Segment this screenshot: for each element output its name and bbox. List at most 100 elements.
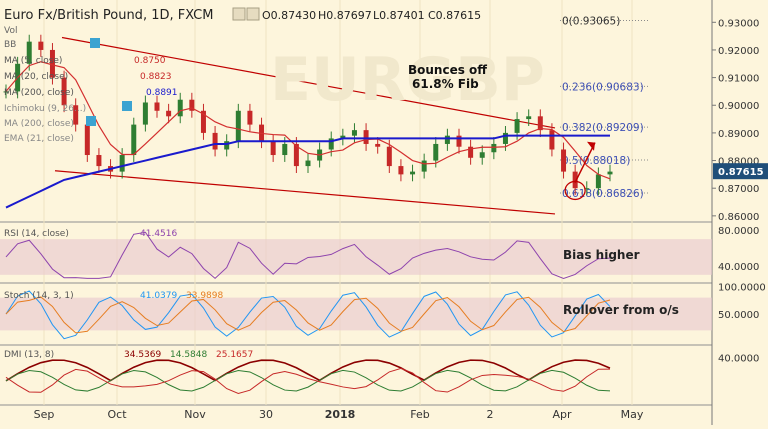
last-price-tag bbox=[713, 163, 768, 180]
candle-body bbox=[293, 143, 299, 167]
stoch-d-value: 33.9898 bbox=[186, 291, 223, 301]
candle-body bbox=[177, 99, 183, 117]
legend-vol[interactable]: Vol bbox=[4, 26, 17, 36]
price-axis-background bbox=[713, 0, 768, 425]
stoch-d-line bbox=[5, 296, 611, 334]
dmi-adx-line bbox=[5, 359, 611, 382]
dmi-tick-label: 40.0000 bbox=[718, 354, 759, 365]
ohlc-low: L0.87401 bbox=[373, 9, 425, 22]
eye-icon[interactable] bbox=[232, 7, 246, 21]
candle-body bbox=[549, 130, 555, 150]
time-tick-label: 30 bbox=[259, 408, 273, 421]
stoch-label[interactable]: Stoch (14, 3, 1) bbox=[4, 291, 74, 301]
candle-body bbox=[328, 138, 334, 150]
candle-body bbox=[561, 149, 567, 172]
stoch-k-value: 41.0379 bbox=[140, 291, 177, 301]
candle-body bbox=[26, 41, 32, 64]
annotation-bounce-line1: Bounces off bbox=[408, 63, 487, 77]
legend-ema21[interactable]: EMA (21, close) bbox=[4, 134, 74, 144]
legend-toggle-icon[interactable] bbox=[90, 38, 100, 48]
candle-body bbox=[421, 160, 427, 172]
price-panel: 0(0.93065) 0.236(0.90683) 0.382(0.89209) 0.… bbox=[3, 15, 650, 215]
candle-body bbox=[131, 124, 137, 156]
watermark: EURGBP bbox=[270, 45, 545, 115]
arrow-head bbox=[587, 141, 595, 151]
candle-body bbox=[410, 171, 416, 175]
legend-toggle-icon[interactable] bbox=[122, 101, 132, 111]
candle-body bbox=[584, 188, 590, 190]
legend-ma5-value: 0.8750 bbox=[134, 56, 166, 66]
candle-body bbox=[479, 152, 485, 158]
dmi-plus-line bbox=[5, 369, 611, 392]
candle-body bbox=[433, 143, 439, 161]
candle-body bbox=[73, 105, 79, 125]
ohlc-close: C0.87615 bbox=[428, 9, 481, 22]
candle-body bbox=[96, 155, 102, 167]
candle-body bbox=[38, 41, 44, 50]
price-axis[interactable]: 0.93000 0.92000 0.91000 0.90000 0.89000 0.880… bbox=[712, 0, 768, 425]
time-tick-label: Feb bbox=[410, 408, 429, 421]
time-tick-label: 2018 bbox=[325, 408, 356, 421]
legend-ma200[interactable]: MA (200, close) bbox=[4, 88, 74, 98]
legend-ichimoku[interactable]: Ichimoku (9, 26...) bbox=[4, 104, 86, 114]
candle-body bbox=[119, 155, 125, 172]
stoch-tick-label: 50.0000 bbox=[718, 310, 759, 321]
fib-level-label: 0.618(0.86826) bbox=[562, 188, 644, 200]
legend-ma200-value: 0.8891 bbox=[146, 88, 178, 98]
candle-body bbox=[607, 171, 613, 175]
candle-body bbox=[468, 146, 474, 158]
fib-level-label: 0.5(0.88018) bbox=[562, 155, 630, 167]
symbol-title: Euro Fx/British Pound, 1D, FXCM bbox=[4, 8, 213, 23]
candle-body bbox=[3, 91, 9, 93]
channel-upper-line bbox=[61, 36, 556, 129]
annotation-stoch: Rollover from o/s bbox=[563, 303, 679, 317]
price-tick-label: 0.91000 bbox=[718, 74, 759, 85]
candle-body bbox=[456, 135, 462, 147]
candle-body bbox=[444, 135, 450, 144]
price-tick-label: 0.86000 bbox=[718, 212, 759, 223]
ohlc-open: O0.87430 bbox=[262, 9, 316, 22]
legend-ma200b[interactable]: MA (200, close) bbox=[4, 119, 74, 129]
candle-body bbox=[61, 77, 67, 106]
dmi-adx-value: 34.5369 bbox=[124, 350, 161, 360]
candle-body bbox=[189, 99, 195, 111]
legend-toggle-icon[interactable] bbox=[86, 116, 96, 126]
candle-body bbox=[375, 143, 381, 147]
legend-ma5[interactable]: MA (5, close) bbox=[4, 56, 62, 66]
price-tick-label: 0.93000 bbox=[718, 18, 759, 29]
annotation-bounce-line2: 61.8% Fib bbox=[412, 77, 479, 91]
candle-body bbox=[235, 110, 241, 142]
candle-body bbox=[363, 130, 369, 144]
time-tick-label: 2 bbox=[487, 408, 494, 421]
stoch-panel bbox=[0, 290, 712, 340]
candle-body bbox=[537, 116, 543, 131]
candle-body bbox=[514, 119, 520, 133]
candle-body bbox=[502, 132, 508, 144]
dmi-label[interactable]: DMI (13, 8) bbox=[4, 350, 54, 360]
rsi-band bbox=[0, 239, 712, 275]
bounce-annotation: Bounces off 61.8% Fib bbox=[408, 63, 487, 91]
candle-body bbox=[247, 110, 253, 125]
arrow-shaft bbox=[574, 142, 596, 184]
settings-icon[interactable] bbox=[246, 7, 260, 21]
legend-ma20[interactable]: MA (20, close) bbox=[4, 72, 68, 82]
fib-level-label: 0.236(0.90683) bbox=[562, 81, 644, 93]
rsi-label[interactable]: RSI (14, close) bbox=[4, 229, 69, 239]
candle-body bbox=[224, 141, 230, 150]
last-price-value: 0.87615 bbox=[718, 167, 764, 178]
candle-body bbox=[84, 124, 90, 156]
price-tick-label: 0.89000 bbox=[718, 129, 759, 140]
fib-level-label: 0(0.93065) bbox=[562, 15, 620, 27]
annotation-rsi: Bias higher bbox=[563, 248, 640, 262]
time-axis[interactable]: Sep Oct Nov 30 2018 Feb 2 Apr May bbox=[34, 408, 644, 421]
candle-body bbox=[154, 102, 160, 111]
dmi-plus-value: 14.5848 bbox=[170, 350, 207, 360]
chart-header: Euro Fx/British Pound, 1D, FXCM O0.87430… bbox=[4, 7, 481, 23]
candle-body bbox=[212, 132, 218, 150]
legend-bb[interactable]: BB bbox=[4, 40, 16, 50]
fib-level-label: 0.382(0.89209) bbox=[562, 122, 644, 134]
ma20-line bbox=[5, 61, 611, 180]
candle-body bbox=[166, 110, 172, 117]
